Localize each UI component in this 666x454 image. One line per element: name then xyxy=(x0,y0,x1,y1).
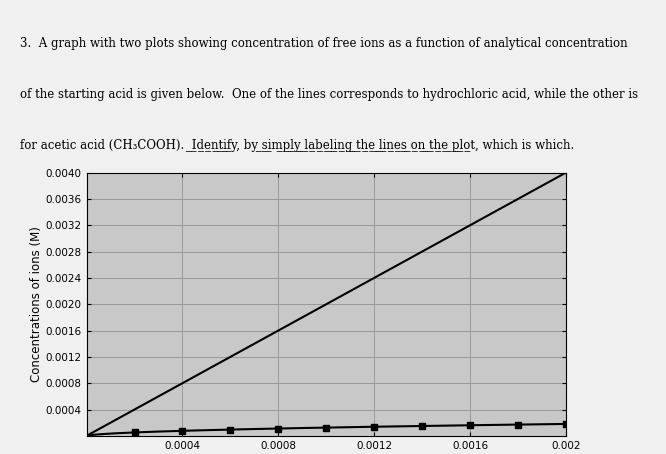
Text: for acetic acid (CH₃COOH).  ̲I̲d̲e̲n̲t̲i̲f̲y, by ̲s̲i̲m̲p̲l̲y̲ ̲l̲a̲b̲e̲l̲i̲n̲g̲: for acetic acid (CH₃COOH). ̲I̲d̲e̲n̲t̲i̲… xyxy=(20,139,574,152)
Text: of the starting acid is given below.  One of the lines corresponds to hydrochlor: of the starting acid is given below. One… xyxy=(20,88,638,101)
Text: 3.  A graph with two plots showing concentration of free ions as a function of a: 3. A graph with two plots showing concen… xyxy=(20,38,627,50)
Y-axis label: Concentrations of ions (M): Concentrations of ions (M) xyxy=(30,226,43,382)
